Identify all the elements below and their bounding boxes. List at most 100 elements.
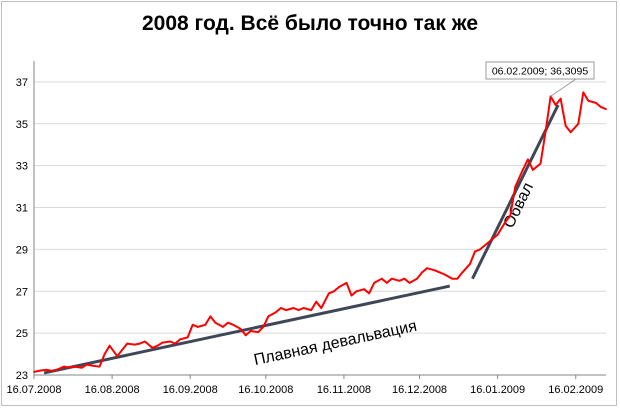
y-axis: 23 25 27 29 31 33 35 37: [16, 61, 35, 382]
data-point: [169, 340, 171, 343]
data-point: [595, 101, 597, 104]
data-point: [350, 294, 353, 297]
data-point: [433, 269, 436, 272]
data-point: [403, 277, 406, 280]
data-point: [103, 353, 106, 355]
data-point: [121, 348, 124, 351]
data-point: [544, 131, 547, 134]
y-tick-label: 23: [16, 370, 28, 382]
data-point: [138, 342, 141, 345]
y-tick-label: 31: [16, 203, 28, 215]
y-tick-label: 25: [16, 328, 28, 340]
data-point: [337, 286, 340, 288]
data-point: [491, 238, 494, 240]
data-point: [564, 124, 567, 127]
data-point: [363, 288, 365, 291]
data-point: [239, 328, 242, 330]
data-point: [456, 277, 459, 280]
data-point: [474, 250, 476, 253]
data-point: [63, 365, 66, 368]
data-point: [521, 168, 524, 171]
data-point: [569, 131, 572, 134]
data-point: [320, 307, 323, 309]
data-point: [385, 281, 388, 284]
data-point: [416, 277, 418, 280]
data-point: [587, 99, 590, 102]
data-point: [582, 91, 585, 94]
data-point: [605, 108, 607, 111]
data-point: [292, 307, 295, 309]
data-point: [526, 158, 529, 161]
data-point: [33, 370, 35, 373]
data-point: [151, 346, 154, 349]
data-point: [461, 271, 464, 274]
y-tick-label: 35: [16, 119, 28, 131]
data-point: [80, 366, 83, 369]
data-point: [209, 315, 212, 318]
data-point: [267, 315, 270, 318]
x-tick-label: 16.12.2008: [392, 384, 447, 396]
data-point: [116, 355, 119, 358]
data-point: [133, 343, 136, 346]
y-tick-label: 33: [16, 161, 28, 173]
data-point: [443, 273, 446, 276]
data-point: [45, 368, 48, 371]
data-point: [554, 104, 557, 106]
data-point: [232, 323, 234, 326]
y-tick-label: 27: [16, 286, 28, 298]
data-point: [55, 368, 58, 371]
data-point: [244, 334, 247, 337]
x-tick-label: 16.08.2008: [85, 384, 140, 396]
data-point: [398, 279, 401, 282]
x-axis: 16.07.2008 16.08.2008 16.09.2008 16.10.2008…: [6, 374, 606, 396]
data-point: [38, 369, 40, 372]
chart-title: 2008 год. Всё было точно так же: [141, 12, 478, 35]
data-point: [297, 309, 300, 312]
callout-box: [485, 61, 595, 80]
data-point: [68, 366, 71, 369]
data-point: [469, 263, 471, 265]
data-point: [262, 325, 265, 328]
data-point: [126, 342, 129, 345]
data-point: [73, 365, 76, 368]
data-point: [50, 369, 53, 372]
data-callout: 06.02.2009; 36,3095: [485, 61, 595, 97]
data-point: [143, 340, 146, 343]
x-tick-label: 16.10.2008: [238, 384, 293, 396]
data-point: [355, 290, 358, 293]
x-tick-label: 16.01.2009: [470, 384, 525, 396]
data-point: [280, 307, 282, 309]
data-point: [504, 221, 507, 224]
y-tick-label: 29: [16, 244, 28, 256]
data-point: [91, 364, 93, 367]
data-point: [315, 300, 318, 303]
data-point: [161, 341, 164, 344]
data-point: [577, 122, 580, 125]
data-point: [285, 309, 287, 312]
data-point: [559, 97, 562, 100]
data-point: [479, 248, 481, 251]
data-point: [214, 321, 217, 324]
data-point: [509, 215, 512, 217]
data-point: [191, 323, 194, 326]
data-point: [486, 242, 489, 245]
x-tick-label: 16.02.2009: [548, 384, 603, 396]
data-point: [327, 292, 330, 295]
data-point: [257, 331, 260, 333]
callout-leader: [550, 78, 577, 97]
series-layer: [33, 91, 607, 373]
data-point: [108, 344, 111, 347]
data-point: [451, 277, 454, 280]
data-point: [421, 271, 423, 274]
trend-line-gradual: [43, 284, 451, 375]
y-tick-label: 37: [16, 77, 28, 89]
data-point: [514, 185, 517, 188]
annotation-gradual-devaluation: Плавная девальвация: [252, 318, 418, 369]
data-point: [310, 309, 313, 312]
x-tick-label: 16.07.2008: [6, 384, 61, 396]
data-point: [426, 267, 428, 270]
data-point: [373, 281, 376, 284]
data-point: [600, 106, 602, 108]
callout-label: 06.02.2009; 36,3095: [492, 66, 589, 78]
